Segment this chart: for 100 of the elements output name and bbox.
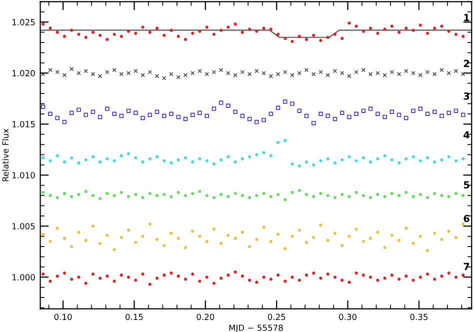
point bbox=[69, 66, 74, 72]
point bbox=[220, 276, 223, 280]
point bbox=[354, 190, 358, 194]
point bbox=[262, 226, 266, 229]
point bbox=[134, 240, 138, 244]
point bbox=[134, 192, 138, 196]
point bbox=[48, 68, 52, 72]
point bbox=[198, 157, 202, 160]
point bbox=[326, 238, 330, 242]
point bbox=[56, 196, 59, 200]
point bbox=[42, 156, 45, 160]
point bbox=[240, 274, 244, 278]
point bbox=[127, 30, 130, 33]
point bbox=[205, 26, 208, 29]
point bbox=[347, 74, 352, 78]
point bbox=[112, 248, 116, 252]
point bbox=[240, 157, 244, 160]
point bbox=[312, 194, 316, 198]
point bbox=[404, 68, 408, 74]
point bbox=[376, 230, 380, 234]
point bbox=[248, 196, 252, 200]
point bbox=[269, 240, 272, 243]
point bbox=[184, 194, 188, 198]
point bbox=[376, 192, 380, 196]
point bbox=[198, 190, 202, 193]
point bbox=[127, 194, 130, 198]
point bbox=[404, 190, 408, 194]
point bbox=[90, 72, 96, 76]
point bbox=[77, 192, 80, 196]
point bbox=[412, 194, 415, 198]
series-label: 5 bbox=[464, 181, 470, 189]
point bbox=[276, 140, 280, 144]
y-tick-label: 1.005 bbox=[12, 223, 35, 230]
point bbox=[269, 194, 272, 198]
point bbox=[191, 32, 194, 35]
point bbox=[462, 34, 465, 38]
point bbox=[333, 196, 337, 200]
point bbox=[170, 194, 173, 198]
point bbox=[162, 274, 166, 277]
point bbox=[62, 236, 66, 240]
point bbox=[184, 156, 188, 160]
y-tick-label: 1.020 bbox=[12, 70, 35, 76]
series-label: 3 bbox=[464, 92, 470, 100]
point bbox=[376, 157, 380, 160]
point bbox=[397, 30, 401, 34]
point bbox=[255, 238, 258, 241]
point bbox=[390, 274, 394, 277]
point bbox=[176, 236, 180, 240]
point bbox=[56, 274, 59, 278]
point bbox=[42, 272, 45, 276]
point bbox=[127, 152, 130, 156]
point bbox=[412, 28, 415, 32]
point bbox=[112, 32, 116, 36]
point bbox=[332, 68, 338, 74]
point bbox=[70, 194, 74, 198]
point bbox=[42, 190, 45, 194]
point bbox=[134, 32, 138, 35]
point bbox=[269, 28, 272, 31]
point bbox=[312, 34, 316, 37]
point bbox=[240, 30, 244, 34]
point bbox=[255, 153, 258, 156]
point bbox=[262, 26, 266, 30]
point bbox=[397, 161, 401, 164]
point bbox=[205, 240, 208, 243]
point bbox=[390, 24, 394, 28]
point bbox=[340, 244, 344, 248]
point bbox=[248, 278, 252, 282]
point bbox=[304, 68, 309, 72]
point bbox=[383, 246, 386, 250]
point bbox=[319, 224, 322, 227]
point bbox=[84, 238, 88, 242]
point bbox=[276, 32, 280, 36]
point bbox=[333, 32, 337, 36]
point bbox=[148, 70, 152, 74]
point bbox=[460, 72, 466, 76]
point bbox=[184, 38, 188, 41]
point bbox=[319, 276, 322, 280]
point bbox=[326, 157, 330, 160]
point bbox=[376, 278, 380, 282]
point bbox=[84, 190, 88, 193]
series-label: 1 bbox=[464, 14, 470, 22]
point bbox=[297, 70, 302, 76]
point bbox=[84, 36, 88, 39]
point bbox=[333, 161, 337, 164]
point bbox=[240, 70, 245, 74]
point bbox=[418, 159, 422, 162]
point bbox=[120, 236, 123, 239]
point bbox=[462, 222, 465, 226]
point bbox=[48, 280, 52, 283]
point bbox=[362, 156, 365, 160]
point bbox=[226, 155, 230, 158]
y-tick-label: 1.010 bbox=[12, 172, 35, 178]
point bbox=[284, 36, 287, 40]
point bbox=[319, 159, 322, 162]
point bbox=[462, 194, 465, 198]
point bbox=[204, 72, 209, 76]
point bbox=[446, 70, 451, 76]
point bbox=[48, 194, 52, 198]
point bbox=[154, 74, 160, 78]
point bbox=[120, 190, 123, 194]
